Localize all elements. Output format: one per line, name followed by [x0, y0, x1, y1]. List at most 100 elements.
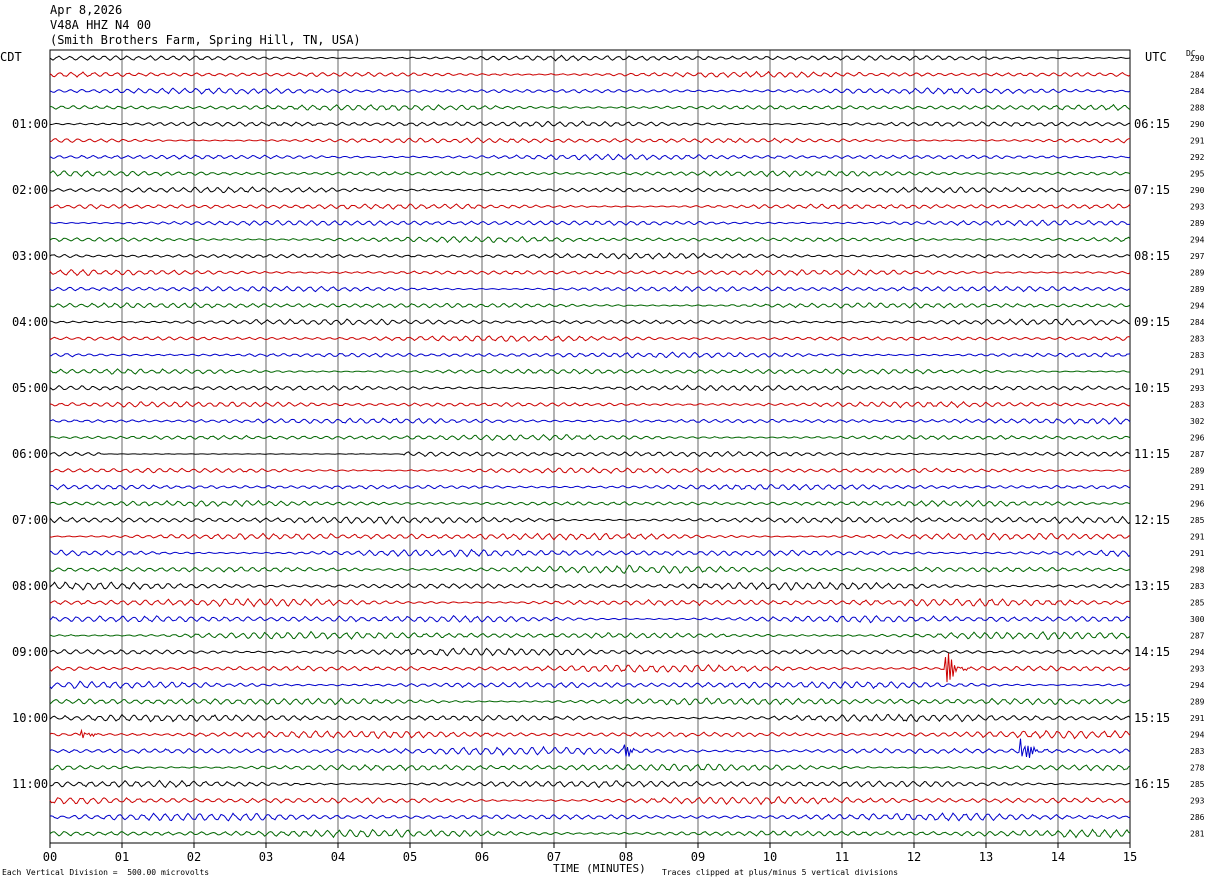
x-axis-title: TIME (MINUTES) — [553, 862, 646, 875]
trace-line — [49, 335, 1131, 342]
trace-line — [49, 368, 1131, 375]
trace-line — [49, 433, 1131, 441]
trace-line — [50, 120, 1131, 128]
dc-offset-label: 292 — [1190, 153, 1205, 162]
trace-line — [49, 186, 1131, 194]
dc-offset-label: 293 — [1190, 665, 1205, 674]
station-code: V48A HHZ N4 00 — [50, 18, 152, 32]
dc-offset-label: 290 — [1190, 186, 1205, 195]
dc-offset-label: 295 — [1190, 170, 1205, 179]
trace-line — [49, 70, 1131, 79]
dc-offset-label: 284 — [1190, 318, 1205, 327]
x-tick-label: 00 — [43, 850, 57, 864]
clip-note: Traces clipped at plus/minus 5 vertical … — [662, 868, 899, 877]
right-hour-label: 06:15 — [1134, 117, 1170, 131]
dc-offset-label: 285 — [1190, 516, 1205, 525]
right-hour-label: 09:15 — [1134, 315, 1170, 329]
timezone-left-label: CDT — [0, 50, 22, 64]
trace-line — [49, 796, 1131, 806]
dc-offset-label: 284 — [1190, 87, 1205, 96]
dc-offset-label: 294 — [1190, 302, 1205, 311]
dc-offset-label: 287 — [1190, 450, 1205, 459]
x-tick-label: 12 — [907, 850, 921, 864]
dc-offset-label: 296 — [1190, 434, 1205, 443]
left-hour-label: 11:00 — [12, 777, 48, 791]
trace-line — [49, 597, 1131, 608]
dc-offset-label: 286 — [1190, 813, 1205, 822]
x-tick-label: 06 — [475, 850, 489, 864]
x-tick-label: 15 — [1123, 850, 1137, 864]
dc-offset-label: 289 — [1190, 285, 1205, 294]
trace-line — [49, 548, 1131, 558]
right-hour-label: 13:15 — [1134, 579, 1170, 593]
dc-offset-label: 289 — [1190, 698, 1205, 707]
trace-line — [49, 812, 1131, 822]
left-hour-label: 05:00 — [12, 381, 48, 395]
x-tick-label: 09 — [691, 850, 705, 864]
dc-offset-label: 290 — [1190, 120, 1205, 129]
left-hour-label: 06:00 — [12, 447, 48, 461]
left-hour-label: 02:00 — [12, 183, 48, 197]
x-tick-label: 04 — [331, 850, 345, 864]
trace-line — [49, 515, 1131, 525]
trace-line — [49, 763, 1131, 772]
trace-line — [49, 828, 1131, 839]
dc-offset-label: 284 — [1190, 71, 1205, 80]
station-location: (Smith Brothers Farm, Spring Hill, TN, U… — [50, 33, 361, 47]
station-date: Apr 8,2026 — [50, 3, 123, 17]
x-tick-label: 07 — [547, 850, 561, 864]
trace-line — [49, 483, 1131, 491]
dc-offset-label: 283 — [1190, 401, 1205, 410]
right-hour-label: 16:15 — [1134, 777, 1170, 791]
right-hour-label: 08:15 — [1134, 249, 1170, 263]
dc-offset-label: 298 — [1190, 566, 1205, 575]
trace-line — [49, 252, 1131, 260]
trace-line — [49, 647, 1131, 657]
dc-offset-label: 283 — [1190, 351, 1205, 360]
x-tick-label: 02 — [187, 850, 201, 864]
trace-line — [49, 697, 1131, 706]
dc-offset-label: 283 — [1190, 582, 1205, 591]
left-hour-label: 01:00 — [12, 117, 48, 131]
dc-offset-label: 290 — [1190, 54, 1205, 63]
left-hour-label: 07:00 — [12, 513, 48, 527]
trace-line — [49, 713, 1131, 723]
trace-line — [49, 581, 1131, 591]
trace-line — [49, 653, 1131, 683]
dc-offset-label: 300 — [1190, 615, 1205, 624]
trace-line — [49, 417, 1131, 425]
trace-line — [49, 614, 1131, 624]
dc-offset-label: 291 — [1190, 533, 1205, 542]
x-tick-label: 08 — [619, 850, 633, 864]
trace-line — [49, 630, 1131, 640]
dc-offset-label: 297 — [1190, 252, 1205, 261]
dc-offset-label: 296 — [1190, 500, 1205, 509]
trace-line — [50, 103, 1131, 112]
dc-offset-label: 302 — [1190, 417, 1205, 426]
dc-offset-header: DC — [1186, 49, 1196, 58]
dc-offset-label: 291 — [1190, 714, 1205, 723]
trace-line — [49, 499, 1131, 508]
right-hour-label: 10:15 — [1134, 381, 1170, 395]
trace-line — [49, 466, 1131, 475]
dc-offset-label: 294 — [1190, 236, 1205, 245]
trace-line — [49, 351, 1131, 359]
trace-line — [49, 384, 1131, 392]
trace-line — [49, 268, 1131, 277]
dc-offset-label: 285 — [1190, 780, 1205, 789]
trace-line — [49, 219, 1131, 227]
x-tick-label: 03 — [259, 850, 273, 864]
left-hour-label: 09:00 — [12, 645, 48, 659]
trace-line — [49, 153, 1131, 161]
dc-offset-label: 291 — [1190, 483, 1205, 492]
dc-offset-label: 291 — [1190, 549, 1205, 558]
x-tick-label: 05 — [403, 850, 417, 864]
left-hour-label: 03:00 — [12, 249, 48, 263]
trace-line — [49, 170, 1131, 178]
x-tick-label: 10 — [763, 850, 777, 864]
right-hour-label: 12:15 — [1134, 513, 1170, 527]
trace-line — [49, 532, 1131, 541]
trace-line — [49, 54, 1131, 62]
dc-offset-label: 283 — [1190, 335, 1205, 344]
dc-offset-label: 283 — [1190, 747, 1205, 756]
